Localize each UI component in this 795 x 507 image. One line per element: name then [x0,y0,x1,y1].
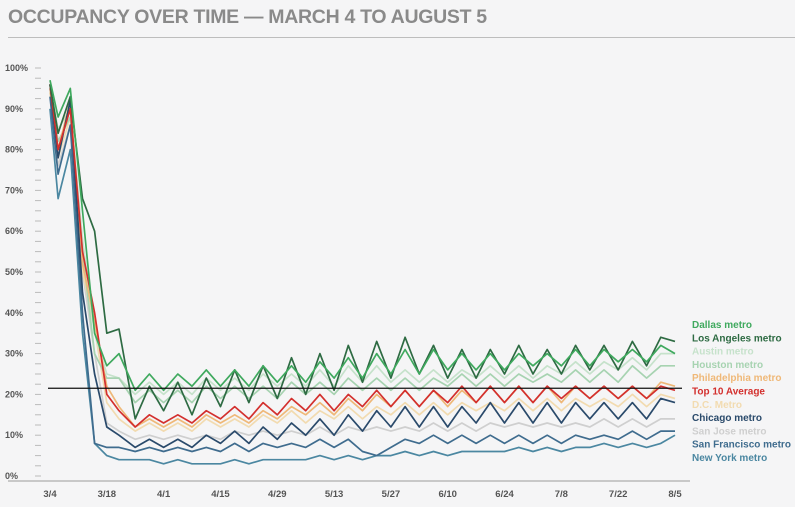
series-line-top-10-average [49,84,676,428]
x-tick-label: 5/27 [382,489,401,500]
y-tick-label: 10% [5,430,23,440]
series-line-san-francisco-metro [49,96,675,457]
y-tick-label: 0% [5,471,18,481]
series-line-chicago-metro [49,84,676,449]
x-tick-label: 7/8 [555,489,568,500]
legend-item: D.C. Metro [692,400,742,411]
x-tick-label: 3/4 [43,489,57,500]
legend-item: New York metro [692,453,767,464]
legend-item: Dallas metro [692,320,752,331]
y-tick-label: 40% [5,308,23,318]
legend-item: Top 10 Average [692,387,765,398]
x-tick-label: 4/29 [268,489,287,500]
x-tick-label: 4/1 [157,489,171,500]
series-line-houston-metro [49,88,675,404]
y-tick-label: 20% [5,389,23,399]
legend-item: Philadelphia metro [692,373,781,384]
series-line-philadelphia-metro [49,88,676,428]
y-tick-label: 60% [5,226,23,236]
y-tick-label: 90% [5,104,23,114]
x-tick-label: 6/10 [438,489,457,500]
legend-item: San Jose metro [692,426,766,437]
legend-item: Chicago metro [692,413,762,424]
legend-item: San Francisco metro [692,440,791,451]
legend-item: Los Angeles metro [692,333,782,344]
series-line-d-c-metro [49,92,676,432]
y-tick-label: 50% [5,267,23,277]
chart-title: OCCUPANCY OVER TIME — MARCH 4 TO AUGUST … [8,6,487,28]
y-tick-label: 70% [5,185,23,195]
series-line-los-angeles-metro [49,84,676,420]
x-tick-label: 7/22 [609,489,628,500]
legend-item: Houston metro [692,360,763,371]
series-line-austin-metro [49,84,675,396]
legend-item: Austin metro [692,347,754,358]
x-tick-label: 4/15 [211,489,230,500]
x-tick-label: 6/24 [495,489,514,500]
y-tick-label: 30% [5,349,23,359]
y-tick-label: 100% [5,63,28,73]
x-tick-label: 8/5 [668,489,682,500]
x-tick-label: 5/13 [325,489,344,500]
title-divider [8,37,795,38]
y-tick-label: 80% [5,145,23,155]
series-line-san-jose-metro [49,92,675,441]
series-line-dallas-metro [49,80,676,392]
series-line-new-york-metro [49,108,676,465]
x-tick-label: 3/18 [98,489,117,500]
